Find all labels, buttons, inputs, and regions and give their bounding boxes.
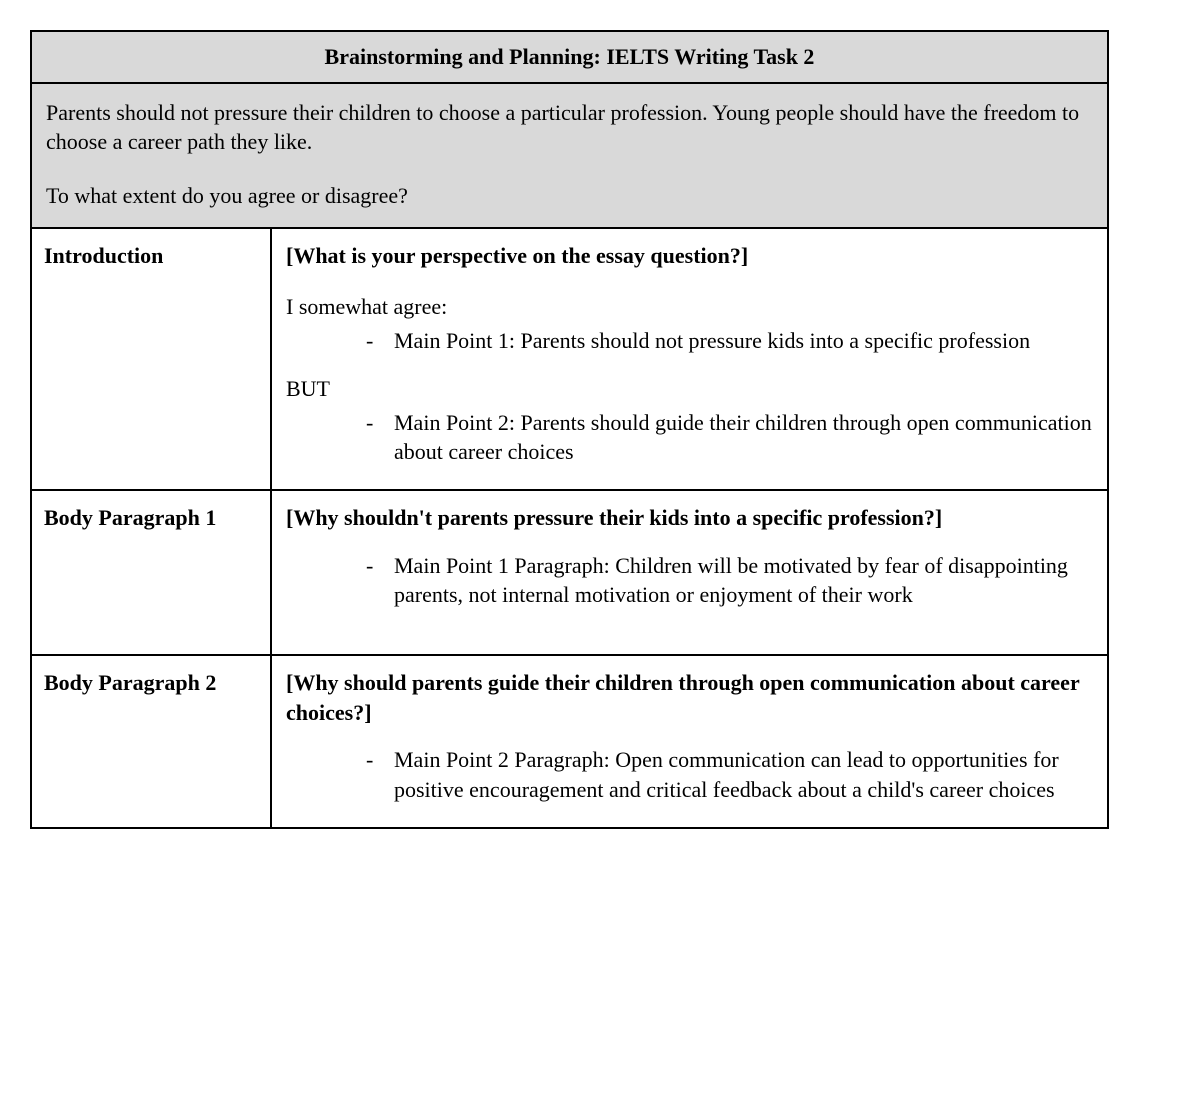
- body1-point: Main Point 1 Paragraph: Children will be…: [366, 551, 1093, 610]
- spacer: [286, 614, 1093, 636]
- intro-content: [What is your perspective on the essay q…: [272, 229, 1107, 489]
- intro-stance: I somewhat agree:: [286, 292, 1093, 322]
- header-row: Brainstorming and Planning: IELTS Writin…: [32, 32, 1107, 82]
- prompt-statement: Parents should not pressure their childr…: [46, 98, 1093, 157]
- body2-content: [Why should parents guide their children…: [272, 656, 1107, 827]
- body1-row: Body Paragraph 1 [Why shouldn't parents …: [32, 489, 1107, 654]
- body2-label: Body Paragraph 2: [32, 656, 272, 827]
- prompt-row: Parents should not pressure their childr…: [32, 82, 1107, 227]
- body1-content: [Why shouldn't parents pressure their ki…: [272, 491, 1107, 654]
- intro-point1-list: Main Point 1: Parents should not pressur…: [286, 326, 1093, 356]
- intro-point1: Main Point 1: Parents should not pressur…: [366, 326, 1093, 356]
- body2-row: Body Paragraph 2 [Why should parents gui…: [32, 654, 1107, 827]
- intro-point2-list: Main Point 2: Parents should guide their…: [286, 408, 1093, 467]
- intro-row: Introduction [What is your perspective o…: [32, 227, 1107, 489]
- intro-but: BUT: [286, 374, 1093, 404]
- prompt-question: To what extent do you agree or disagree?: [46, 181, 1093, 211]
- intro-point2: Main Point 2: Parents should guide their…: [366, 408, 1093, 467]
- body2-point: Main Point 2 Paragraph: Open communicati…: [366, 745, 1093, 804]
- body1-label: Body Paragraph 1: [32, 491, 272, 654]
- body2-point-list: Main Point 2 Paragraph: Open communicati…: [286, 745, 1093, 804]
- body2-question: [Why should parents guide their children…: [286, 668, 1093, 727]
- essay-prompt: Parents should not pressure their childr…: [32, 84, 1107, 227]
- planning-table: Brainstorming and Planning: IELTS Writin…: [30, 30, 1109, 829]
- intro-question: [What is your perspective on the essay q…: [286, 241, 1093, 271]
- body1-point-list: Main Point 1 Paragraph: Children will be…: [286, 551, 1093, 610]
- intro-label: Introduction: [32, 229, 272, 489]
- table-title: Brainstorming and Planning: IELTS Writin…: [32, 32, 1107, 82]
- body1-question: [Why shouldn't parents pressure their ki…: [286, 503, 1093, 533]
